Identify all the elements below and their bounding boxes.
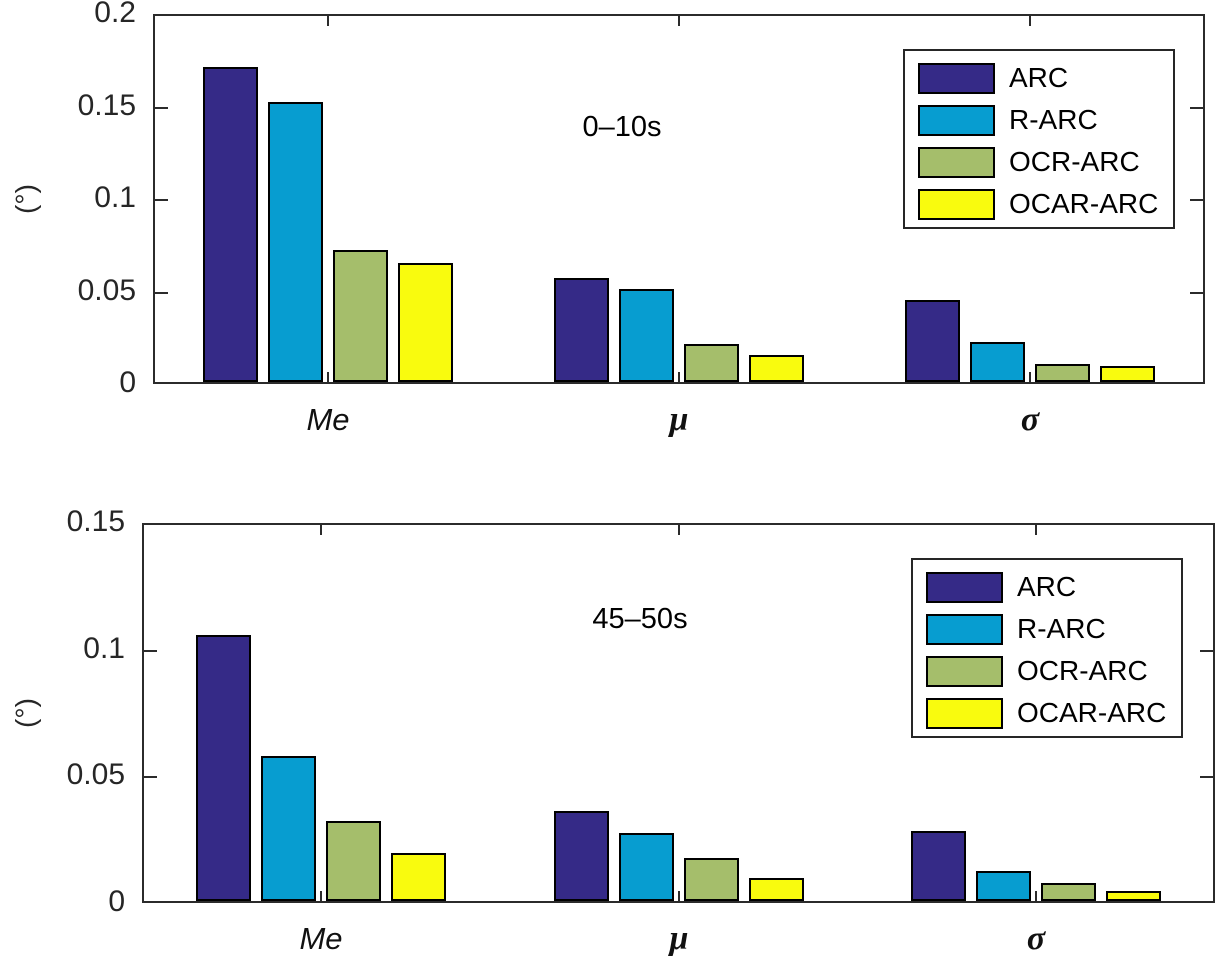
y-tick-mark — [155, 107, 168, 109]
bar-arc-sigma — [905, 300, 960, 382]
y-tick-mark — [1200, 776, 1213, 778]
x-tick-mark — [319, 891, 322, 901]
legend-item: R-ARC — [926, 608, 1181, 650]
bar-ocr-arc-me — [326, 821, 381, 901]
bar-ocr-arc-sigma — [1041, 883, 1096, 901]
legend-swatch-r-arc — [918, 104, 995, 136]
legend-item: OCR-ARC — [926, 650, 1181, 692]
x-tick-mark — [677, 891, 680, 901]
x-category-label-me: Me — [306, 402, 350, 437]
bar-ocar-arc-sigma — [1106, 891, 1161, 901]
legend-label: OCR-ARC — [1017, 655, 1148, 686]
legend-item: R-ARC — [918, 99, 1173, 141]
legend-label: R-ARC — [1009, 104, 1098, 135]
legend-label: ARC — [1009, 62, 1069, 93]
legend-swatch-ocr-arc — [918, 146, 995, 178]
bar-r-arc-sigma — [976, 871, 1031, 901]
y-tick-label: 0 — [108, 885, 125, 918]
legend-label: ARC — [1017, 571, 1077, 602]
legend-swatch-ocar-arc — [918, 188, 995, 220]
x-category-label-sigma: σ — [1026, 920, 1046, 957]
bar-ocr-arc-mu — [684, 344, 739, 382]
y-tick-mark — [144, 650, 157, 652]
x-tick-mark — [1035, 525, 1038, 535]
chart-annotation: 0–10s — [582, 111, 662, 143]
bar-arc-sigma — [911, 831, 966, 901]
y-tick-mark — [1190, 292, 1203, 294]
x-tick-mark — [677, 525, 680, 535]
y-tick-label: 0.2 — [94, 0, 136, 29]
bar-r-arc-me — [268, 102, 323, 382]
legend: ARC R-ARC OCR-ARC OCAR-ARC — [903, 49, 1175, 229]
bar-r-arc-sigma — [970, 342, 1025, 382]
plot-area: 0–10s ARC R-ARC OCR-ARC OCAR-ARC — [153, 14, 1205, 384]
legend: ARC R-ARC OCR-ARC OCAR-ARC — [911, 558, 1183, 738]
x-category-label-mu: μ — [669, 920, 689, 957]
x-tick-mark — [1035, 891, 1038, 901]
legend-item: OCR-ARC — [918, 141, 1173, 183]
legend-swatch-arc — [926, 571, 1003, 603]
x-tick-mark — [327, 372, 330, 382]
x-category-label-sigma: σ — [1020, 401, 1040, 438]
bar-arc-me — [203, 67, 258, 382]
legend-item: ARC — [926, 566, 1181, 608]
y-tick-label: 0.15 — [77, 89, 136, 122]
bar-ocr-arc-mu — [684, 858, 739, 901]
y-tick-mark — [1200, 650, 1213, 652]
plot-area: 45–50s ARC R-ARC OCR-ARC OCAR-ARC — [142, 523, 1215, 903]
bar-ocar-arc-me — [391, 853, 446, 901]
bar-ocar-arc-mu — [749, 355, 804, 382]
y-tick-label: 0.1 — [83, 632, 125, 665]
bar-arc-me — [196, 635, 251, 901]
bar-ocr-arc-sigma — [1035, 364, 1090, 382]
x-tick-mark — [678, 372, 680, 382]
bar-r-arc-mu — [619, 289, 674, 382]
bar-arc-mu — [554, 278, 609, 382]
x-tick-mark — [1028, 372, 1031, 382]
y-tick-label: 0.05 — [66, 758, 125, 791]
x-tick-mark — [1028, 16, 1031, 26]
y-tick-label: 0.05 — [77, 274, 136, 307]
y-tick-mark — [144, 776, 157, 778]
legend-swatch-ocar-arc — [926, 697, 1003, 729]
legend-item: OCAR-ARC — [918, 183, 1173, 225]
bar-ocar-arc-sigma — [1100, 366, 1155, 382]
bar-arc-mu — [554, 811, 609, 901]
bar-ocar-arc-mu — [749, 878, 804, 901]
bar-ocr-arc-me — [333, 250, 388, 382]
x-category-label-mu: μ — [669, 401, 689, 438]
chart-annotation: 45–50s — [592, 603, 688, 635]
legend-swatch-arc — [918, 62, 995, 94]
y-tick-mark — [155, 199, 168, 201]
legend-label: OCAR-ARC — [1017, 697, 1167, 728]
legend-label: OCAR-ARC — [1009, 188, 1159, 219]
y-tick-label: 0 — [119, 366, 136, 399]
y-axis-unit-label: (°) — [10, 698, 41, 728]
bar-ocar-arc-me — [398, 263, 453, 382]
y-tick-label: 0.1 — [94, 181, 136, 214]
legend-swatch-r-arc — [926, 613, 1003, 645]
y-tick-mark — [1190, 199, 1203, 201]
y-tick-label: 0.15 — [66, 505, 125, 538]
legend-label: R-ARC — [1017, 613, 1106, 644]
x-tick-mark — [678, 16, 680, 26]
bar-r-arc-mu — [619, 833, 674, 901]
y-tick-mark — [155, 292, 168, 294]
x-tick-mark — [327, 16, 330, 26]
legend-item: OCAR-ARC — [926, 692, 1181, 734]
y-tick-mark — [1190, 107, 1203, 109]
bar-r-arc-me — [261, 756, 316, 901]
legend-item: ARC — [918, 57, 1173, 99]
x-category-label-me: Me — [299, 921, 343, 956]
legend-swatch-ocr-arc — [926, 655, 1003, 687]
x-tick-mark — [319, 525, 322, 535]
legend-label: OCR-ARC — [1009, 146, 1140, 177]
